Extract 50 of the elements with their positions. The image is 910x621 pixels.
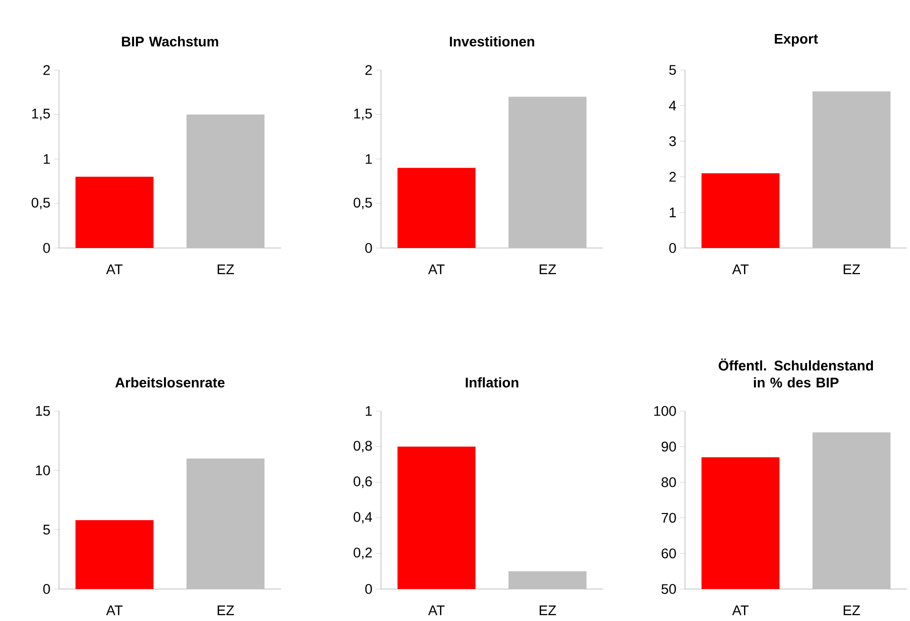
x-tick-label: AT: [428, 264, 445, 274]
x-tick-label: EZ: [218, 606, 234, 616]
y-tick-label: 60: [662, 548, 676, 558]
y-tick-label: 5: [43, 524, 50, 535]
y-tick-label: 2: [365, 65, 372, 75]
y-tick-label: 0,4: [354, 512, 372, 524]
y-tick-label: 4: [669, 100, 676, 110]
y-tick-label: 0: [43, 584, 50, 594]
chart-title: Öffentl. Schuldenstand in % des BIP: [718, 358, 873, 388]
y-tick-label: 10: [36, 465, 50, 476]
chart-title: Inflation: [466, 377, 518, 388]
x-tick-label: AT: [106, 264, 123, 274]
y-tick-label: 100: [654, 406, 676, 416]
y-tick-label: 0: [365, 584, 372, 594]
y-tick-label: 0,5: [32, 198, 50, 210]
y-tick-label: 90: [662, 442, 676, 452]
y-tick-label: 3: [669, 136, 676, 146]
x-tick-label: AT: [732, 606, 749, 616]
chart-title: Investitionen: [450, 36, 534, 47]
chart-title: BIP Wachstum: [122, 36, 218, 47]
y-tick-label: 0: [365, 243, 372, 253]
x-tick-label: EZ: [540, 606, 556, 616]
y-tick-label: 70: [662, 512, 676, 523]
y-tick-label: 0,6: [354, 476, 372, 488]
chart-title: Export: [774, 34, 818, 46]
y-tick-label: 5: [669, 65, 676, 75]
y-tick-label: 80: [662, 477, 676, 488]
y-tick-label: 0: [669, 243, 676, 253]
y-tick-label: 0,5: [354, 198, 372, 210]
x-tick-label: EZ: [218, 264, 234, 274]
chart-title: Arbeitslosenrate: [115, 377, 225, 388]
x-tick-label: EZ: [844, 606, 860, 616]
y-tick-label: 2: [43, 65, 50, 75]
y-tick-label: 2: [669, 172, 676, 182]
x-tick-label: AT: [732, 264, 749, 274]
x-tick-label: EZ: [844, 264, 860, 274]
y-tick-label: 1,5: [32, 108, 50, 120]
y-tick-label: 50: [662, 584, 676, 594]
y-tick-label: 1,5: [354, 108, 372, 120]
y-tick-label: 1: [44, 154, 50, 164]
y-tick-label: 1: [366, 154, 372, 164]
x-tick-label: AT: [106, 606, 123, 616]
y-tick-label: 1: [366, 406, 372, 416]
x-tick-label: AT: [428, 606, 445, 616]
y-tick-label: 15: [36, 406, 50, 416]
y-tick-label: 0,8: [354, 440, 372, 452]
y-tick-label: 0,2: [354, 548, 372, 560]
y-tick-label: 1: [670, 208, 676, 218]
x-tick-label: EZ: [540, 264, 556, 274]
y-tick-label: 0: [43, 243, 50, 253]
